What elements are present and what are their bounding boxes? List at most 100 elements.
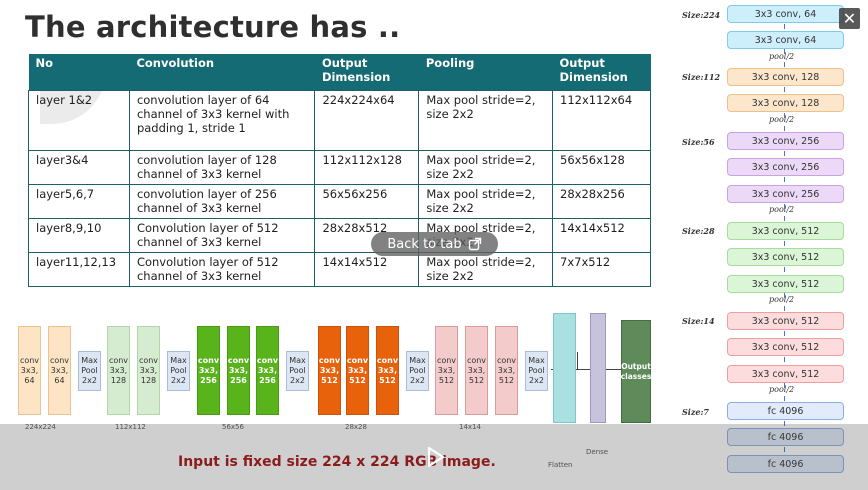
layer-box: 3x3 conv, 128 <box>727 68 844 86</box>
table-cell: 28x28x256 <box>552 183 651 219</box>
close-button[interactable]: ✕ <box>839 8 860 29</box>
table-row: layer 1&2 convolution layer of 64 channe… <box>28 89 651 151</box>
down-arrow-icon <box>784 396 785 401</box>
pool-label: pool/2 <box>769 52 795 61</box>
layer-box: 3x3 conv, 128 <box>727 94 844 112</box>
layer-box: 3x3 conv, 512 <box>727 248 844 266</box>
table-cell: layer11,12,13 <box>28 251 130 287</box>
table-cell: layer5,6,7 <box>28 183 130 219</box>
close-icon: ✕ <box>842 9 857 28</box>
conv-block: conv 3x3, 128 <box>137 326 160 415</box>
max-pool-block: Max Pool 2x2 <box>78 351 101 391</box>
table-header-cell: Convolution <box>129 54 315 90</box>
table-row: layer11,12,13 Convolution layer of 512 c… <box>28 251 651 287</box>
play-icon <box>427 446 445 468</box>
pool-label: pool/2 <box>769 385 795 394</box>
dimension-label: 14x14 <box>459 423 481 431</box>
dimension-label: 112x112 <box>115 423 146 431</box>
slide-title: The architecture has .. <box>25 10 401 44</box>
conv-block: conv 3x3, 64 <box>48 326 71 415</box>
table-cell: Convolution layer of 512 channel of 3x3 … <box>128 217 316 253</box>
table-cell: 56x56x256 <box>314 183 420 219</box>
layer-box: 3x3 conv, 512 <box>727 338 844 356</box>
back-to-tab-button[interactable]: Back to tab <box>371 232 498 256</box>
down-arrow-icon <box>784 151 785 156</box>
pool-label: pool/2 <box>769 205 795 214</box>
conv-block: conv 3x3, 512 <box>318 326 341 415</box>
max-pool-block: Max Pool 2x2 <box>406 351 429 391</box>
pool-label: pool/2 <box>769 295 795 304</box>
size-label: Size:112 <box>682 72 721 82</box>
table-row: layer3&4 convolution layer of 128 channe… <box>28 149 651 185</box>
table-cell: Max pool stride=2, size 2x2 <box>418 251 554 287</box>
layer-box: fc 4096 <box>727 455 844 473</box>
table-cell: Max pool stride=2, size 2x2 <box>418 149 554 185</box>
dimension-label: 224x224 <box>25 423 56 431</box>
down-arrow-icon <box>784 267 785 272</box>
conv-block: conv 3x3, 512 <box>465 326 488 415</box>
down-arrow-icon <box>784 241 785 246</box>
down-arrow-icon <box>784 177 785 182</box>
layer-box: 3x3 conv, 64 <box>727 5 844 23</box>
down-arrow-icon <box>784 293 785 298</box>
table-cell: 56x56x128 <box>552 149 651 185</box>
conv-block: conv 3x3, 512 <box>376 326 399 415</box>
down-arrow-icon <box>784 24 785 29</box>
layer-box: 3x3 conv, 256 <box>727 185 844 203</box>
size-label: Size:28 <box>682 226 715 236</box>
max-pool-block: Max Pool 2x2 <box>286 351 309 391</box>
max-pool-block: Max Pool 2x2 <box>525 351 548 391</box>
connector-line <box>551 369 621 370</box>
table-cell: 28x28x512 <box>314 217 420 253</box>
down-arrow-icon <box>784 331 785 336</box>
conv-block: conv 3x3, 256 <box>197 326 220 415</box>
flatten-label: Flatten <box>548 461 573 469</box>
video-control-bar <box>0 424 868 490</box>
layer-box: 3x3 conv, 256 <box>727 158 844 176</box>
table-header-cell: Pooling <box>418 54 553 90</box>
down-arrow-icon <box>784 126 785 131</box>
conv-block: conv 3x3, 256 <box>256 326 279 415</box>
layer-box: 3x3 conv, 256 <box>727 132 844 150</box>
connector-line <box>577 352 578 370</box>
size-label: Size:14 <box>682 316 715 326</box>
layer-box: 3x3 conv, 512 <box>727 222 844 240</box>
conv-block: conv 3x3, 512 <box>346 326 369 415</box>
dense-block <box>590 313 606 423</box>
table-cell: convolution layer of 128 channel of 3x3 … <box>128 149 316 185</box>
back-to-tab-label: Back to tab <box>387 236 462 252</box>
table-header-cell: No <box>28 54 130 90</box>
table-row: layer8,9,10 Convolution layer of 512 cha… <box>28 217 651 253</box>
table-header-row: No Convolution Output Dimension Pooling … <box>28 54 651 90</box>
down-arrow-icon <box>784 87 785 92</box>
table-header-cell: Output Dimension <box>314 54 419 90</box>
table-cell: Max pool stride=2, size 2x2 <box>418 89 554 151</box>
dense-label: Dense <box>586 448 609 456</box>
external-link-icon <box>468 237 481 251</box>
down-arrow-icon <box>784 62 785 67</box>
table-cell: layer8,9,10 <box>28 217 130 253</box>
down-arrow-icon <box>784 306 785 311</box>
conv-block: conv 3x3, 512 <box>495 326 518 415</box>
table-row: layer5,6,7 convolution layer of 256 chan… <box>28 183 651 219</box>
down-arrow-icon <box>784 447 785 452</box>
down-arrow-icon <box>784 421 785 426</box>
conv-block: conv 3x3, 512 <box>435 326 458 415</box>
flatten-block <box>553 313 576 423</box>
table-cell: Convolution layer of 512 channel of 3x3 … <box>128 251 316 287</box>
layer-box: 3x3 conv, 512 <box>727 365 844 383</box>
table-cell: Max pool stride=2, size 2x2 <box>418 183 554 219</box>
conv-block: conv 3x3, 256 <box>227 326 250 415</box>
play-button[interactable] <box>422 444 448 470</box>
down-arrow-icon <box>784 216 785 221</box>
table-cell: layer 1&2 <box>28 89 130 151</box>
conv-block: conv 3x3, 64 <box>18 326 41 415</box>
size-label: Size:7 <box>682 407 709 417</box>
layer-box: 3x3 conv, 64 <box>727 31 844 49</box>
table-cell: convolution layer of 256 channel of 3x3 … <box>128 183 316 219</box>
table-cell: 14x14x512 <box>552 217 651 253</box>
table-cell: 224x224x64 <box>314 89 420 151</box>
down-arrow-icon <box>784 49 785 54</box>
table-cell: 112x112x128 <box>314 149 420 185</box>
